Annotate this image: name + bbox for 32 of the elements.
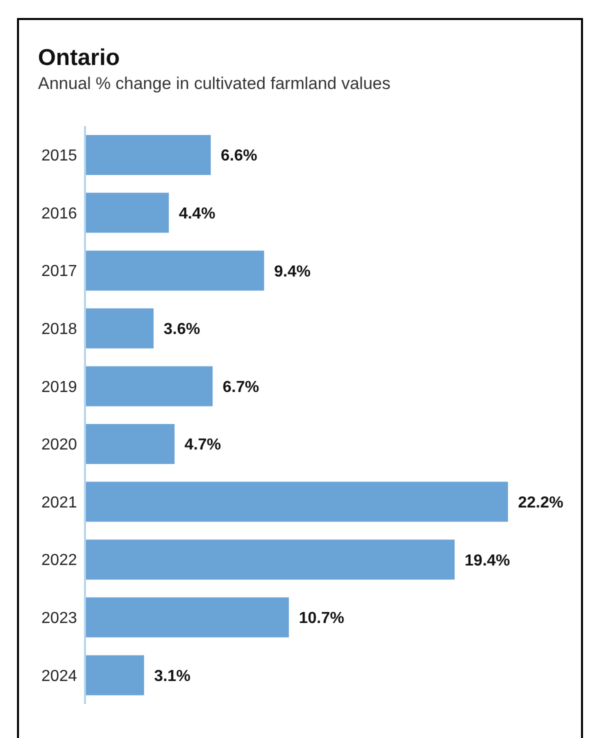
data-label: 6.7% (222, 378, 260, 396)
y-tick-label: 2018 (41, 320, 78, 338)
bar (85, 250, 264, 291)
bar (85, 540, 455, 580)
y-tick-label: 2019 (41, 378, 78, 396)
bar (85, 192, 169, 233)
y-tick-label: 2020 (41, 436, 78, 454)
data-label: 4.7% (184, 436, 222, 454)
y-tick-label: 2021 (41, 494, 78, 512)
data-label: 19.4% (464, 552, 510, 570)
data-label: 9.4% (274, 263, 311, 280)
chart-title: Ontario (38, 44, 120, 71)
data-label: 6.6% (220, 148, 258, 165)
chart-subtitle: Annual % change in cultivated farmland values (38, 74, 390, 94)
y-tick-label: 2016 (41, 205, 78, 222)
y-tick-label: 2022 (41, 552, 78, 570)
data-label: 10.7% (298, 610, 344, 628)
data-label: 22.2% (518, 494, 564, 512)
bar (85, 482, 508, 522)
bar (85, 424, 175, 464)
bar (85, 655, 144, 696)
bar (85, 135, 211, 175)
bar (85, 597, 289, 638)
bar (85, 366, 213, 406)
y-tick-label: 2024 (41, 668, 78, 685)
data-label: 3.1% (154, 668, 191, 685)
data-label: 3.6% (164, 321, 200, 338)
data-label: 4.4% (178, 205, 216, 222)
y-tick-label: 2023 (41, 610, 78, 627)
y-tick-label: 2015 (41, 148, 78, 165)
y-tick-label: 2017 (41, 263, 78, 280)
bar (85, 308, 154, 348)
